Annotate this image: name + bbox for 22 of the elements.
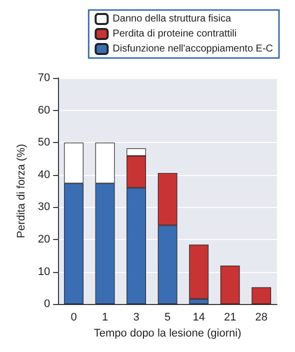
y-tick-label: 30 [38, 201, 50, 214]
y-tick-label: 40 [38, 168, 50, 181]
legend-label: Perdita di proteine contrattili [112, 28, 237, 40]
bar [252, 287, 272, 304]
legend-label: Danno della struttura fisica [112, 14, 232, 24]
x-tick-label: 5 [164, 312, 171, 324]
bar [220, 266, 240, 304]
x-tick-label: 14 [192, 312, 205, 324]
y-tick-label: 50 [38, 136, 50, 149]
y-tick-label: 70 [38, 72, 50, 84]
x-tick-label: 28 [255, 312, 268, 324]
legend-label: Disfunzione nell'accoppiamento E-C [112, 44, 273, 54]
x-tick-label: 1 [102, 312, 108, 324]
x-axis-title: Tempo dopo la lesione (giorni) [94, 328, 242, 340]
y-axis-title: Perdita di forza (%) [16, 144, 28, 238]
y-tick-label: 0 [44, 298, 50, 310]
y-tick-label: 20 [38, 234, 50, 246]
y-tick-label: 60 [38, 104, 50, 116]
x-tick-label: 3 [133, 312, 140, 324]
x-tick-label: 21 [224, 312, 236, 324]
y-tick-label: 10 [38, 266, 50, 278]
x-tick-label: 0 [70, 312, 77, 324]
